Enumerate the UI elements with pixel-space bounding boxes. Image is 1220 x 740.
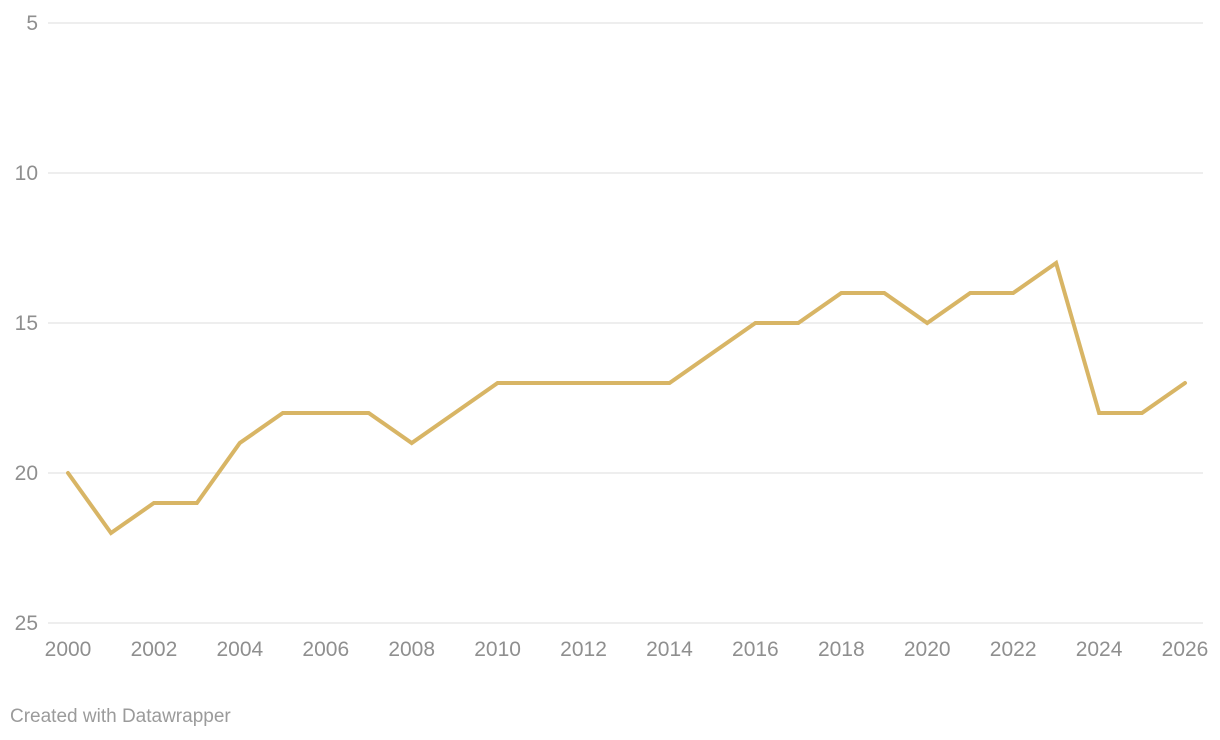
data-line-value	[66, 259, 1187, 536]
datawrapper-attribution-link[interactable]: Created with Datawrapper	[10, 706, 231, 727]
x-tick-label-2012: 2012	[560, 638, 607, 661]
x-tick-label-2006: 2006	[302, 638, 349, 661]
y-tick-label-15: 15	[15, 312, 38, 335]
x-tick-label-2004: 2004	[216, 638, 263, 661]
x-tick-label-2020: 2020	[904, 638, 951, 661]
x-tick-label-2014: 2014	[646, 638, 693, 661]
x-tick-label-2008: 2008	[388, 638, 435, 661]
x-tick-label-2010: 2010	[474, 638, 521, 661]
x-tick-label-2026: 2026	[1162, 638, 1209, 661]
x-tick-label-2000: 2000	[45, 638, 92, 661]
x-tick-label-2024: 2024	[1076, 638, 1123, 661]
line-chart-svg: 5 10 15 20 25 2000 2002 2004 2006 2008 2010 2012 201…	[15, 12, 1209, 661]
x-tick-label-2016: 2016	[732, 638, 779, 661]
y-tick-label-20: 20	[15, 462, 38, 485]
x-tick-label-2002: 2002	[131, 638, 178, 661]
x-tick-label-2022: 2022	[990, 638, 1037, 661]
y-tick-label-5: 5	[26, 12, 38, 35]
y-tick-label-10: 10	[15, 162, 38, 185]
x-tick-label-2018: 2018	[818, 638, 865, 661]
y-tick-label-25: 25	[15, 612, 38, 635]
line-chart: 5 10 15 20 25 2000 2002 2004 2006 2008 2010 2012 201…	[15, 12, 1209, 661]
